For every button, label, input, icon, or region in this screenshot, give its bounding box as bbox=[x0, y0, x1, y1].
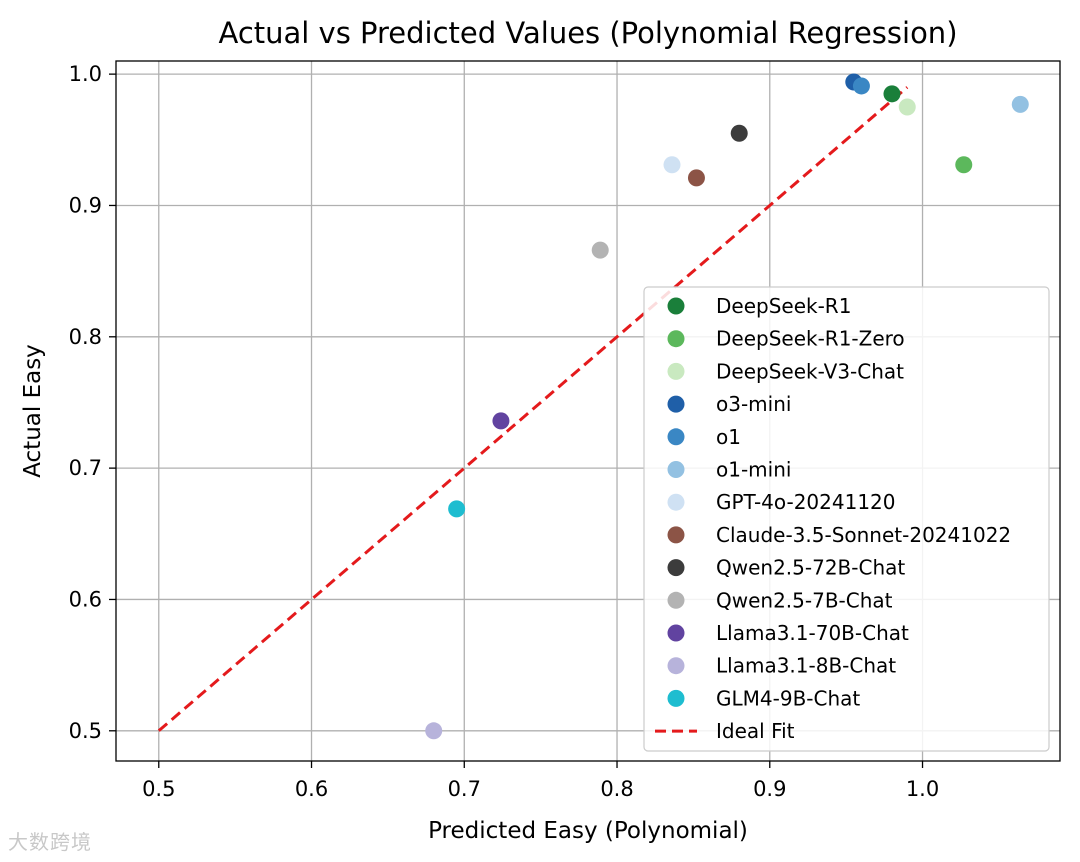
legend-label: Llama3.1-8B-Chat bbox=[716, 654, 896, 678]
legend-label: o1 bbox=[716, 425, 741, 449]
legend-label: o3-mini bbox=[716, 392, 791, 416]
x-tick-label: 0.7 bbox=[448, 777, 481, 801]
y-tick-label: 0.5 bbox=[69, 719, 102, 743]
legend-label: DeepSeek-V3-Chat bbox=[716, 359, 904, 383]
legend-marker bbox=[667, 428, 685, 446]
axis-ticks: 0.5 0.6 0.7 0.8 0.9 1.0 0.5 0.6 0.7 0.8 0.9 1.0 bbox=[69, 62, 940, 801]
legend-label: Llama3.1-70B-Chat bbox=[716, 621, 909, 645]
legend: DeepSeek-R1 DeepSeek-R1-Zero DeepSeek-V3-C… bbox=[643, 286, 1050, 752]
y-tick-label: 1.0 bbox=[69, 62, 102, 86]
data-point bbox=[425, 722, 443, 740]
legend-label: Qwen2.5-7B-Chat bbox=[716, 588, 893, 612]
legend-marker bbox=[667, 526, 685, 544]
data-point bbox=[663, 156, 681, 174]
legend-marker bbox=[667, 624, 685, 642]
x-tick-label: 1.0 bbox=[906, 777, 939, 801]
x-tick-label: 0.8 bbox=[600, 777, 633, 801]
legend-label: o1-mini bbox=[716, 458, 791, 482]
data-point bbox=[852, 77, 870, 95]
data-point bbox=[730, 124, 748, 142]
y-tick-label: 0.9 bbox=[69, 193, 102, 217]
data-point bbox=[955, 156, 973, 174]
legend-marker bbox=[667, 297, 685, 315]
legend-marker bbox=[667, 657, 685, 675]
data-point bbox=[883, 85, 901, 103]
data-point bbox=[898, 98, 916, 116]
legend-marker bbox=[667, 395, 685, 413]
plot-frame bbox=[115, 60, 1061, 762]
chart-title: Actual vs Predicted Values (Polynomial R… bbox=[218, 16, 957, 50]
legend-label: GLM4-9B-Chat bbox=[716, 686, 860, 710]
data-point bbox=[448, 500, 466, 518]
x-tick-label: 0.6 bbox=[295, 777, 328, 801]
x-tick-label: 0.5 bbox=[142, 777, 175, 801]
points-layer bbox=[425, 73, 1029, 740]
watermark-text: 大数跨境 bbox=[8, 830, 92, 854]
data-point bbox=[591, 241, 609, 259]
y-tick-label: 0.6 bbox=[69, 587, 102, 611]
ideal-fit-layer bbox=[157, 86, 909, 732]
legend-marker bbox=[667, 461, 685, 478]
data-point bbox=[492, 412, 510, 430]
y-tick-label: 0.7 bbox=[69, 456, 102, 480]
legend-marker bbox=[667, 330, 685, 348]
legend-label: GPT-4o-20241120 bbox=[716, 490, 896, 514]
legend-label: Qwen2.5-72B-Chat bbox=[716, 556, 905, 580]
legend-label: DeepSeek-R1-Zero bbox=[716, 327, 905, 351]
legend-marker bbox=[667, 493, 685, 511]
legend-label: Ideal Fit bbox=[716, 719, 795, 743]
legend-marker bbox=[667, 591, 685, 609]
data-point bbox=[687, 169, 705, 187]
y-axis-label: Actual Easy bbox=[20, 344, 46, 478]
y-tick-label: 0.8 bbox=[69, 325, 102, 349]
legend-box bbox=[643, 286, 1050, 752]
legend-marker bbox=[667, 559, 685, 577]
ideal-fit-line bbox=[157, 86, 909, 732]
x-tick-label: 0.9 bbox=[753, 777, 786, 801]
legend-marker bbox=[667, 362, 685, 380]
data-point bbox=[1011, 95, 1029, 113]
x-axis-label: Predicted Easy (Polynomial) bbox=[428, 818, 748, 844]
legend-label: Claude-3.5-Sonnet-20241022 bbox=[716, 523, 1011, 547]
legend-label: DeepSeek-R1 bbox=[716, 294, 851, 318]
legend-marker bbox=[667, 689, 685, 707]
